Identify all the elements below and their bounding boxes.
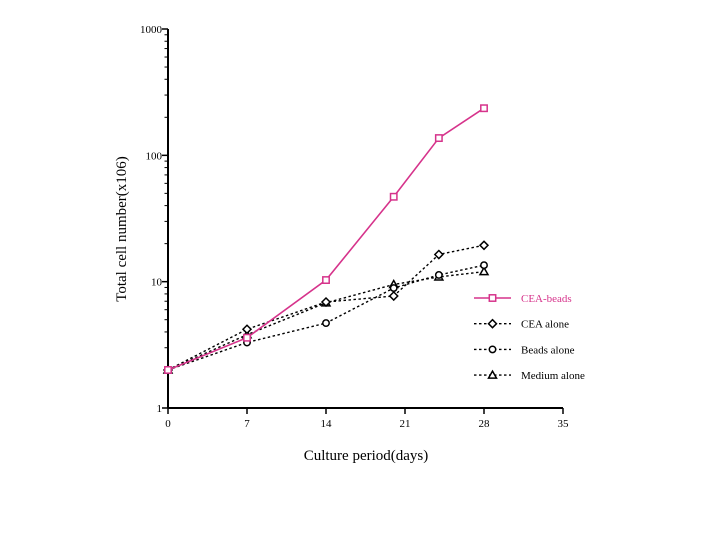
y-tick-label: 1 <box>157 403 163 415</box>
legend-marker-cea-alone <box>487 318 498 329</box>
legend-marker-medium-alone <box>487 369 498 379</box>
y-tick-label: 1000 <box>140 24 163 36</box>
x-tick-label: 28 <box>479 418 491 430</box>
axes: 0 7 14 21 28 35 1 10 100 1000 <box>140 24 569 430</box>
legend-label-medium-alone: Medium alone <box>521 370 585 382</box>
data-point-cea-alone <box>388 290 399 302</box>
legend: CEA-beads CEA alone Beads alone Medium alon… <box>474 293 585 382</box>
data-point-cea-alone <box>478 240 490 251</box>
series-line-cea-alone <box>167 244 485 371</box>
legend-label-cea-beads: CEA-beads <box>521 293 572 305</box>
data-point-cea-beads <box>434 134 443 143</box>
data-point-cea-beads <box>389 192 398 201</box>
data-point-beads-alone <box>322 319 330 328</box>
legend-marker-beads-alone <box>488 345 497 354</box>
x-tick-label: 7 <box>244 418 250 430</box>
legend-item-cea-alone: CEA alone <box>474 318 569 331</box>
series-line-medium-alone <box>167 270 485 371</box>
data-point-cea-beads <box>164 366 172 374</box>
x-tick-label: 21 <box>400 418 411 430</box>
series-line-cea-beads <box>167 107 485 371</box>
data-point-cea-beads <box>322 276 330 284</box>
x-tick-label: 35 <box>558 418 570 430</box>
legend-item-cea-beads: CEA-beads <box>474 293 572 305</box>
data-point-cea-beads <box>480 104 488 113</box>
series-line-beads-alone <box>167 264 485 371</box>
legend-label-cea-alone: CEA alone <box>521 319 569 331</box>
legend-label-beads-alone: Beads alone <box>521 344 575 356</box>
legend-item-beads-alone: Beads alone <box>474 344 575 356</box>
data-point-beads-alone <box>480 261 488 270</box>
y-tick-label: 100 <box>146 150 163 162</box>
data-point-beads-alone <box>434 271 443 279</box>
x-tick-label: 14 <box>321 418 333 430</box>
series-layer <box>162 104 490 376</box>
data-point-beads-alone <box>389 284 398 293</box>
y-axis-label: Total cell number(x106) <box>114 156 130 302</box>
x-axis-label: Culture period(days) <box>304 448 429 464</box>
data-point-cea-alone <box>433 249 444 260</box>
y-tick-label: 10 <box>151 277 163 289</box>
data-point-medium-alone <box>478 266 490 276</box>
legend-item-medium-alone: Medium alone <box>474 369 585 382</box>
data-point-cea-beads <box>243 333 251 342</box>
data-point-cea-alone <box>320 296 332 308</box>
x-tick-label: 0 <box>165 418 171 430</box>
data-point-cea-alone <box>241 324 253 335</box>
series-cea-beads <box>164 104 488 374</box>
legend-marker-cea-beads <box>488 294 497 302</box>
